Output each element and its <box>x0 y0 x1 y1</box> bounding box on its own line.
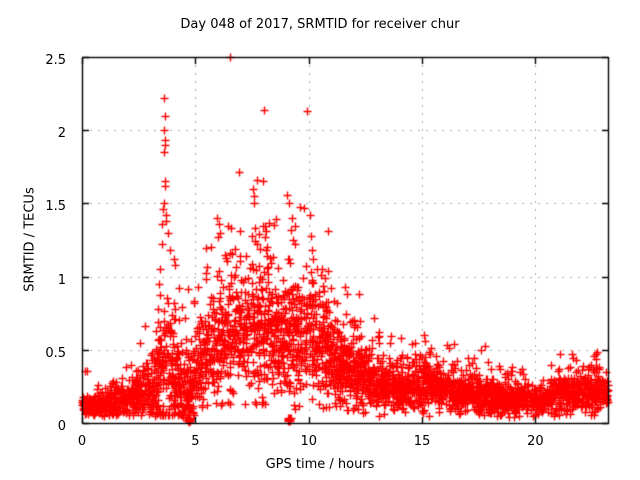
x-tick-label: 10 <box>300 434 317 449</box>
x-tick-label: 0 <box>77 434 87 449</box>
y-tick-label: 2.5 <box>45 53 66 68</box>
y-tick-label: 2 <box>57 126 66 142</box>
x-tick-label: 15 <box>413 434 431 449</box>
x-tick-label: 5 <box>191 434 200 449</box>
y-tick-label: 0 <box>57 419 66 434</box>
x-tick-label: 20 <box>527 434 544 449</box>
y-axis-label: SRMTID / TECUs <box>22 187 38 292</box>
x-axis-label: GPS time / hours <box>265 457 375 472</box>
y-tick-label: 1.5 <box>45 199 66 215</box>
y-tick-label: 1 <box>57 272 66 288</box>
chart-title: Day 048 of 2017, SRMTID for receiver chu… <box>180 17 460 32</box>
y-tick-label: 0.5 <box>45 345 66 361</box>
